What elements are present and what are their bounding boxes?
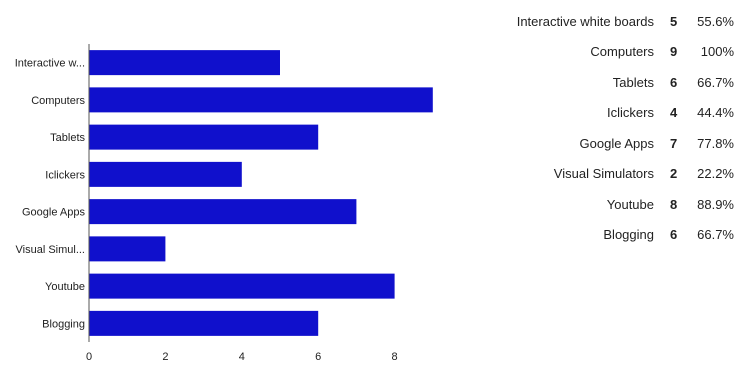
summary-percent: 100% <box>700 44 734 60</box>
category-label: Google Apps <box>22 207 85 219</box>
bar <box>89 50 280 76</box>
summary-label: Blogging <box>603 227 654 243</box>
summary-label: Tablets <box>612 74 654 90</box>
summary-count: 2 <box>670 166 678 182</box>
summary-row: Interactive white boards 5 55.6% <box>480 6 734 37</box>
summary-percent: 77.8% <box>697 135 734 151</box>
category-label: Visual Simul... <box>16 244 86 256</box>
bar-chart: Interactive w... Computers Tablets Iclicker… <box>15 44 433 363</box>
x-tick-label: 2 <box>162 351 168 363</box>
category-label: Computers <box>31 95 85 107</box>
summary-count: 9 <box>670 44 678 60</box>
summary-count: 6 <box>670 227 678 243</box>
summary-label: Interactive white boards <box>516 13 654 29</box>
summary-row: Computers 9 100% <box>480 37 734 68</box>
summary-percent: 22.2% <box>697 166 734 182</box>
summary-row: Google Apps 7 77.8% <box>480 128 734 159</box>
summary-percent: 66.7% <box>697 227 734 243</box>
bar <box>89 310 319 336</box>
bar <box>89 161 242 187</box>
category-label: Interactive w... <box>15 58 85 70</box>
summary-count: 5 <box>670 13 678 29</box>
category-label: Youtube <box>45 281 85 293</box>
summary-percent: 66.7% <box>697 74 734 90</box>
summary-label: Google Apps <box>579 135 654 151</box>
summary-row: Tablets 6 66.7% <box>480 67 734 98</box>
summary-percent: 55.6% <box>697 13 734 29</box>
bar <box>89 236 166 262</box>
category-label: Blogging <box>42 318 85 330</box>
x-tick-label: 0 <box>86 351 92 363</box>
summary-count: 8 <box>670 196 678 212</box>
summary-row: Visual Simulators 2 22.2% <box>480 159 734 190</box>
bar <box>89 199 357 225</box>
summary-count: 7 <box>670 135 678 151</box>
response-summary-body: Interactive white boards 5 55.6% Compute… <box>480 6 734 250</box>
bar-chart-svg: Interactive w... Computers Tablets Iclicker… <box>15 44 433 363</box>
summary-count: 4 <box>670 105 678 121</box>
response-summary-table: Interactive white boards 5 55.6% Compute… <box>480 6 734 250</box>
bar <box>89 124 319 150</box>
summary-label: Visual Simulators <box>553 166 654 182</box>
category-label: Tablets <box>50 132 85 144</box>
bar <box>89 273 395 299</box>
bar <box>89 87 433 113</box>
summary-label: Youtube <box>606 196 654 212</box>
summary-row: Youtube 8 88.9% <box>480 189 734 220</box>
x-tick-label: 6 <box>315 351 321 363</box>
summary-label: Iclickers <box>607 105 654 121</box>
x-tick-label: 4 <box>239 351 245 363</box>
category-label: Iclickers <box>45 169 85 181</box>
x-tick-label: 8 <box>392 351 398 363</box>
summary-row: Iclickers 4 44.4% <box>480 98 734 129</box>
summary-percent: 88.9% <box>697 196 734 212</box>
summary-label: Computers <box>590 44 654 60</box>
summary-percent: 44.4% <box>697 105 734 121</box>
summary-count: 6 <box>670 74 678 90</box>
summary-row: Blogging 6 66.7% <box>480 220 734 251</box>
